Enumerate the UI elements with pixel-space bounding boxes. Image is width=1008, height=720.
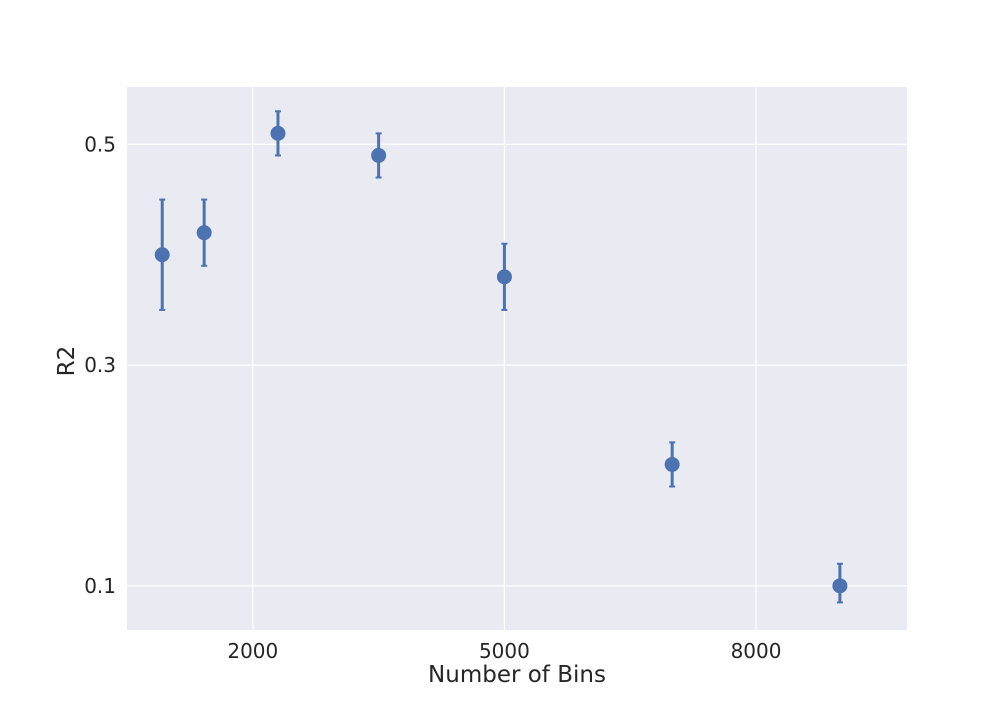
- data-point: [270, 125, 286, 141]
- grid: [127, 87, 907, 630]
- x-tick-label: 2000: [227, 639, 278, 663]
- data-points: [154, 125, 848, 594]
- data-point: [196, 225, 212, 241]
- data-point: [664, 456, 680, 472]
- y-axis-label: R2: [54, 346, 80, 377]
- data-point: [371, 147, 387, 163]
- x-tick-label: 5000: [479, 639, 530, 663]
- data-point: [832, 578, 848, 594]
- x-axis-label: Number of Bins: [428, 662, 606, 688]
- x-tick-label: 8000: [731, 639, 782, 663]
- y-tick-labels: 0.1 0.3 0.5: [84, 132, 116, 597]
- x-tick-labels: 2000 5000 8000: [227, 639, 781, 663]
- data-point: [154, 247, 170, 263]
- plot-area: [127, 87, 907, 630]
- y-tick-label: 0.3: [84, 353, 116, 377]
- data-point: [496, 269, 512, 285]
- y-tick-label: 0.5: [84, 132, 116, 156]
- y-tick-label: 0.1: [84, 574, 116, 598]
